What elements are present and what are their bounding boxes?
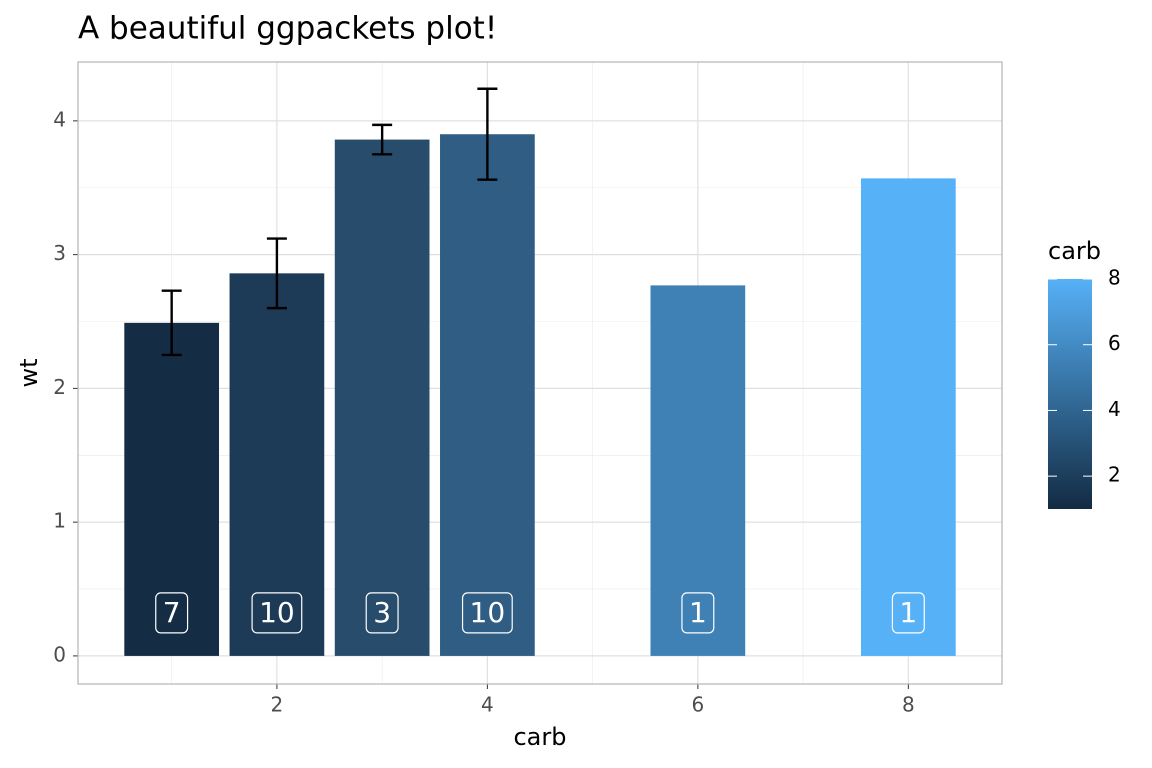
y-tick-label: 1: [53, 509, 66, 533]
count-label-box: [461, 592, 513, 634]
count-label: 10: [259, 596, 295, 629]
count-label: 1: [689, 596, 707, 629]
x-tick-label: 6: [691, 693, 704, 717]
chart-title: A beautiful ggpackets plot!: [78, 11, 497, 47]
bar: [334, 139, 430, 656]
bar: [440, 134, 535, 656]
y-axis-title: wt: [15, 358, 43, 387]
count-label-box: [891, 592, 925, 634]
count-label: 7: [163, 596, 181, 629]
error-bar: [266, 237, 287, 310]
bar: [229, 273, 325, 656]
colorbar: [1048, 279, 1092, 509]
y-tick-label: 4: [53, 107, 66, 131]
panel-border: [77, 61, 1003, 685]
bar: [650, 285, 746, 656]
bar: [860, 178, 956, 656]
x-axis-title: carb: [513, 723, 566, 751]
error-bar: [477, 87, 498, 181]
y-tick-label: 3: [53, 241, 66, 265]
count-label-box: [681, 592, 715, 634]
legend-tick-label: 2: [1108, 463, 1121, 487]
count-label-box: [155, 592, 189, 634]
count-label: 3: [373, 596, 391, 629]
legend-tick-label: 8: [1108, 266, 1121, 290]
x-tick-label: 2: [271, 693, 284, 717]
count-label: 10: [470, 596, 506, 629]
y-tick-label: 0: [53, 642, 66, 666]
error-bar: [372, 123, 393, 156]
y-tick-label: 2: [53, 375, 66, 399]
bar: [124, 322, 220, 656]
count-label: 1: [899, 596, 917, 629]
legend-title: carb: [1048, 237, 1101, 265]
x-tick-label: 4: [481, 693, 494, 717]
count-label-box: [365, 592, 399, 634]
count-label-box: [251, 592, 303, 634]
x-tick-label: 8: [902, 693, 915, 717]
error-bar: [161, 289, 182, 357]
legend-tick-label: 4: [1108, 397, 1121, 421]
legend-tick-label: 6: [1108, 331, 1121, 355]
